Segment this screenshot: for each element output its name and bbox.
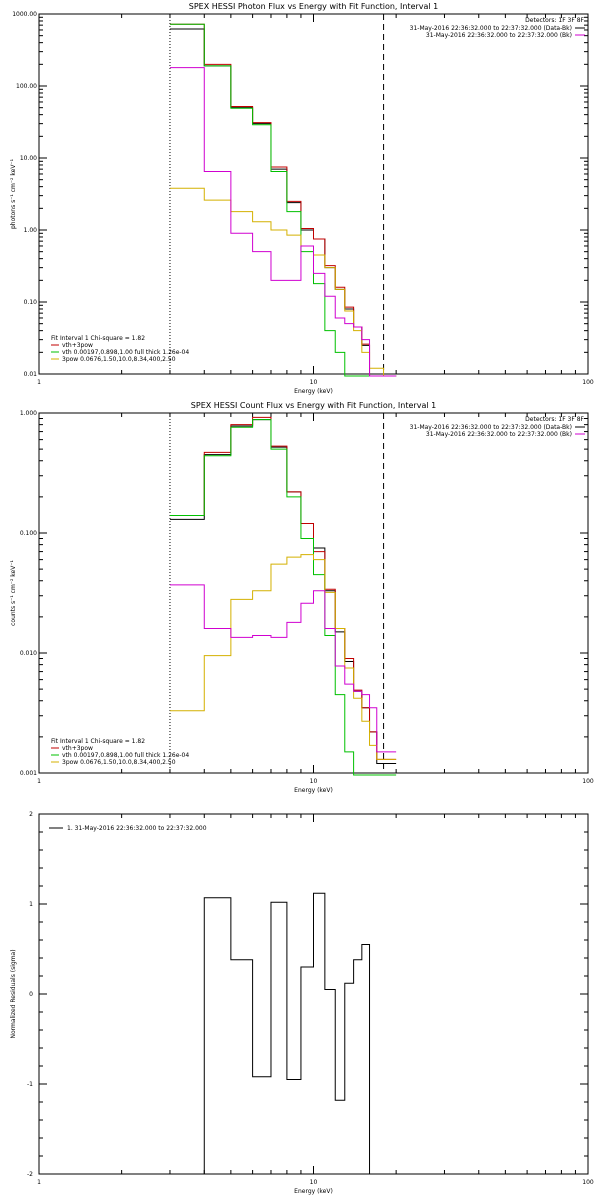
legend-label: 31-May-2016 22:36:32.000 to 22:37:32.000…: [426, 32, 572, 39]
legend-detectors: Detectors: 1F 3F 8F: [525, 416, 584, 423]
series-3pow: [169, 187, 397, 377]
legend-label: 31-May-2016 22:36:32.000 to 22:37:32.000…: [410, 25, 572, 32]
y-tick-label: 0.001: [20, 770, 37, 777]
panel-3: 1 10 100 Energy (keV) -2 -1 0 1 2 Normalized Resi…: [10, 811, 594, 1195]
legend-fit-header: Fit Interval 1 Chi-square = 1.82: [51, 738, 145, 745]
x-tick-label: 100: [582, 379, 594, 386]
y-tick-label: 0.010: [20, 650, 37, 657]
chart-title: SPEX HESSI Count Flux vs Energy with Fit…: [191, 401, 436, 410]
y-axis-label: photons s⁻¹ cm⁻² keV⁻¹: [10, 158, 17, 229]
plot-frame: [38, 813, 589, 1175]
series-bk: [169, 67, 397, 377]
y-tick-label: 1.00: [24, 227, 38, 234]
legend-label: 1. 31-May-2016 22:36:32.000 to 22:37:32.…: [67, 825, 207, 832]
panel-1: SPEX HESSI Photon Flux vs Energy with Fi…: [10, 2, 594, 395]
x-tick-label: 10: [310, 379, 318, 386]
y-tick-label: 1000.00: [12, 11, 37, 18]
y-tick-label: 1.000: [20, 410, 37, 417]
y-tick-label: 0.01: [24, 371, 38, 378]
y-tick-label: 2: [29, 811, 33, 818]
x-tick-label: 10: [310, 1179, 318, 1186]
legend-label: vth+3pow: [62, 745, 93, 752]
legend-fit-header: Fit Interval 1 Chi-square = 1.82: [51, 335, 145, 342]
x-tick-label: 1: [37, 379, 41, 386]
x-tick-label: 1: [37, 1179, 41, 1186]
series-bk: [169, 584, 397, 753]
legend-detectors: Detectors: 1F 3F 8F: [525, 17, 584, 24]
legend-label: 31-May-2016 22:36:32.000 to 22:37:32.000…: [426, 431, 572, 438]
y-tick-label: -1: [27, 1081, 33, 1088]
legend-label: vth+3pow: [62, 342, 93, 349]
x-axis-label: Energy (keV): [294, 388, 333, 395]
x-tick-label: 1: [37, 778, 41, 785]
x-axis-label: Energy (keV): [294, 1188, 333, 1195]
legend-label: 3pow 0.0676,1.50,10.0,8.34,400,2.50: [62, 759, 176, 766]
y-tick-label: 0: [29, 991, 33, 998]
legend-label: 3pow 0.0676,1.50,10.0,8.34,400,2.50: [62, 356, 176, 363]
chart-title: SPEX HESSI Photon Flux vs Energy with Fi…: [189, 2, 439, 11]
legend-label: vth 0.00197,0.898,1.00 full thick 1.26e-…: [62, 349, 189, 356]
x-tick-label: 10: [310, 778, 318, 785]
x-tick-label: 100: [582, 778, 594, 785]
y-tick-label: 100.00: [16, 83, 37, 90]
y-tick-label: -2: [27, 1171, 33, 1178]
series-residuals: [169, 892, 384, 1175]
legend-label: 31-May-2016 22:36:32.000 to 22:37:32.000…: [410, 424, 572, 431]
y-tick-label: 1: [29, 901, 33, 908]
y-tick-label: 0.10: [24, 299, 38, 306]
y-axis-label: counts s⁻¹ cm⁻² keV⁻¹: [10, 560, 17, 626]
y-tick-label: 0.100: [20, 530, 37, 537]
series-3pow: [169, 554, 397, 760]
plot-frame: [38, 13, 589, 375]
x-axis-label: Energy (keV): [294, 787, 333, 794]
y-tick-label: 10.00: [20, 155, 37, 162]
x-tick-label: 100: [582, 1179, 594, 1186]
y-axis-label: Normalized Residuals (sigma): [10, 949, 17, 1038]
panel-2: SPEX HESSI Count Flux vs Energy with Fit…: [10, 401, 594, 794]
legend-label: vth 0.00197,0.898,1.00 full thick 1.26e-…: [62, 752, 189, 759]
series-vth-3pow: [169, 23, 397, 377]
